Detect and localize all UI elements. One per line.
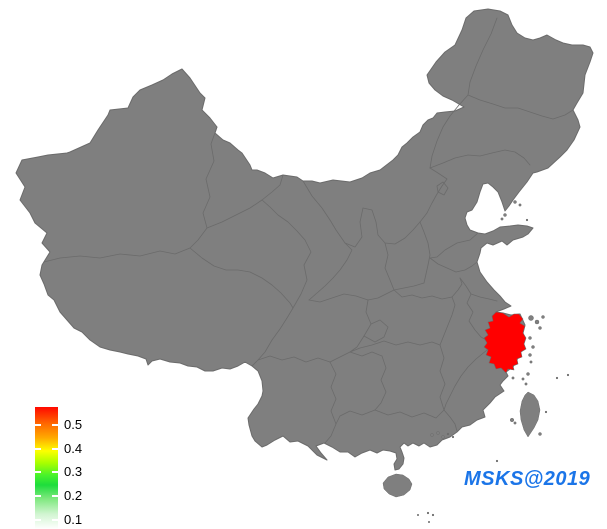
region-zhejiang-highlight <box>483 311 527 374</box>
coastal-islet <box>529 360 533 364</box>
color-scale-legend <box>35 407 58 529</box>
border-shanxi-henan <box>393 264 429 291</box>
bohai-islet <box>503 213 507 217</box>
border-innermongolia-south <box>302 167 448 248</box>
coastal-islet <box>538 326 542 330</box>
bohai-islet <box>518 203 522 207</box>
coastal-islet <box>511 376 515 380</box>
border-henan-hubei <box>393 289 453 300</box>
border-guizhou-north <box>329 351 351 363</box>
penghu-islet <box>509 417 515 423</box>
delta-islet <box>436 431 440 435</box>
border-hunan-jiangxi <box>439 344 446 411</box>
islet-speck <box>566 373 570 377</box>
legend-gradient-bar <box>35 407 58 529</box>
border-guizhou-east <box>349 351 387 411</box>
coastal-islet <box>534 319 540 325</box>
border-qinghai-gansu-east <box>261 199 312 309</box>
islet-speck <box>417 514 419 516</box>
coastal-islet <box>526 372 530 376</box>
border-jiangsu-anhui <box>470 293 498 302</box>
province-borders <box>43 17 574 444</box>
border-hubei-anhui <box>439 296 456 346</box>
border-xinjiang-east <box>202 126 218 229</box>
border-shandong-west <box>429 232 479 259</box>
coastal-islet <box>541 315 545 319</box>
legend-label-0-4: 0.4 <box>64 441 83 456</box>
islands <box>382 200 570 523</box>
border-fujian-guangdong <box>443 409 458 432</box>
bohai-islet <box>513 200 517 204</box>
border-chongqing <box>363 319 389 343</box>
coastal-islet <box>528 336 532 340</box>
bohai-islet <box>500 217 504 221</box>
border-heilongjiang-jilin <box>467 94 574 120</box>
border-jilin-liaoning <box>429 149 531 169</box>
border-heilongjiang-innermongolia <box>429 17 498 169</box>
border-hebei-shanxi <box>419 221 431 266</box>
islet-speck <box>544 410 548 414</box>
legend-tick <box>35 495 41 497</box>
legend-ticks <box>35 424 58 521</box>
coastal-islet <box>521 377 525 381</box>
delta-islet <box>441 435 445 439</box>
legend-tick <box>52 448 58 450</box>
hainan-island <box>382 473 413 498</box>
border-gansu-ningxia <box>308 242 353 301</box>
taiwan-island <box>519 391 541 438</box>
legend-tick <box>35 471 41 473</box>
legend-tick <box>35 519 41 521</box>
penghu-islet <box>513 421 517 425</box>
legend-label-0-3: 0.3 <box>64 464 83 479</box>
border-gansu-qinghai-north <box>189 174 284 249</box>
legend-tick <box>52 519 58 521</box>
border-tibet-qinghai-sichuan <box>189 247 294 367</box>
legend-tick <box>35 448 41 450</box>
border-sichuan-north <box>308 289 395 303</box>
delta-islet <box>430 433 434 437</box>
border-sichuan-east <box>349 299 372 353</box>
legend-label-0-1: 0.1 <box>64 512 83 527</box>
coastal-islet <box>528 315 534 321</box>
coastal-islet <box>538 432 542 436</box>
islet-speck <box>428 521 430 523</box>
legend-tick <box>52 495 58 497</box>
islet-speck <box>431 513 435 517</box>
border-guangdong-north <box>374 409 445 419</box>
islet-speck <box>555 376 559 380</box>
islet-speck <box>495 459 499 463</box>
islet-speck <box>446 432 450 436</box>
watermark-text: MSKS@2019 <box>464 468 591 490</box>
border-fujian-west <box>443 349 488 411</box>
coastal-islet <box>524 382 528 386</box>
legend-label-0-5: 0.5 <box>64 417 83 432</box>
border-henan-anhui <box>451 277 463 298</box>
legend-tick <box>35 424 41 426</box>
border-xinjiang-tibet <box>43 247 191 263</box>
legend-tick <box>52 424 58 426</box>
legend-tick <box>52 471 58 473</box>
border-shandong-jiangsu <box>429 257 478 273</box>
border-beijing-loop <box>436 181 449 196</box>
border-anhui-zhejiang <box>459 277 489 342</box>
border-shanxi-shaanxi <box>384 242 395 291</box>
islet-speck <box>525 218 529 222</box>
coastal-islet <box>531 345 535 349</box>
coastal-islet <box>528 353 532 357</box>
border-hubei-hunan <box>349 340 441 353</box>
border-yunnan-east <box>324 361 337 444</box>
islet-speck <box>451 435 455 439</box>
legend-label-0-2: 0.2 <box>64 488 83 503</box>
border-guizhou-guangxi <box>335 409 376 425</box>
border-yunnan-north <box>257 355 331 363</box>
islet-speck <box>426 511 430 515</box>
